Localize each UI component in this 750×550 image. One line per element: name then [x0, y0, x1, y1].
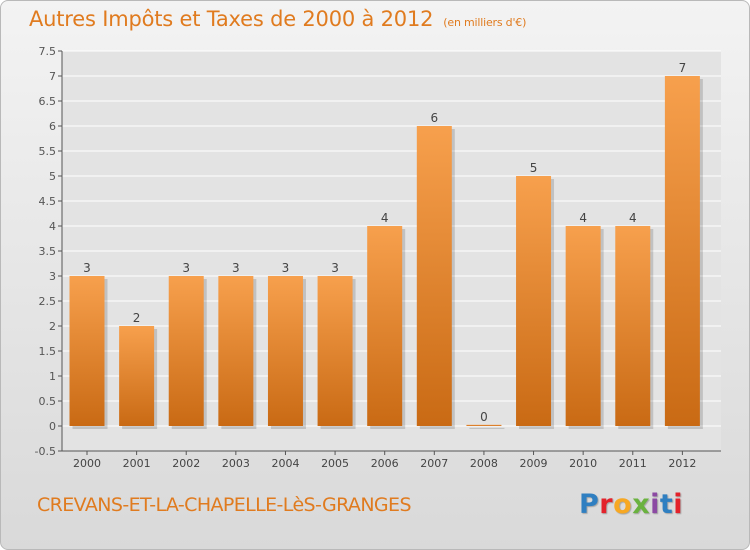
y-tick-label: 1 [49, 370, 56, 383]
x-tick-label: 2002 [172, 457, 200, 470]
logo-letter: P [579, 489, 600, 520]
logo-letter: i [673, 489, 684, 520]
x-tick-label: 2009 [520, 457, 548, 470]
x-tick-label: 2010 [569, 457, 597, 470]
y-tick-label: 1.5 [39, 345, 57, 358]
y-tick-label: 3 [49, 270, 56, 283]
bar [516, 176, 552, 426]
bar-value-label: 3 [182, 261, 190, 275]
bar-value-label: 3 [232, 261, 240, 275]
bar-value-label: 4 [629, 211, 637, 225]
bar-value-label: 7 [679, 61, 687, 75]
x-tick-label: 2008 [470, 457, 498, 470]
y-tick-label: 2 [49, 320, 56, 333]
bar-value-label: 2 [133, 311, 141, 325]
bar [218, 276, 254, 426]
chart-unit: (en milliers d'€) [443, 16, 527, 29]
bar-value-label: 3 [282, 261, 290, 275]
x-tick-label: 2000 [73, 457, 101, 470]
y-tick-label: 2.5 [39, 295, 57, 308]
y-tick-label: -0.5 [35, 445, 56, 458]
bar [664, 76, 700, 426]
x-tick-label: 2004 [271, 457, 299, 470]
commune-name: CREVANS-ET-LA-CHAPELLE-LèS-GRANGES [37, 494, 412, 516]
proxiti-logo: Proxiti [579, 489, 683, 520]
bar-value-label: 0 [480, 410, 488, 424]
bar-value-label: 4 [381, 211, 389, 225]
y-tick-label: 3.5 [39, 245, 57, 258]
x-tick-label: 2006 [371, 457, 399, 470]
logo-letter: i [650, 489, 660, 520]
bar [565, 226, 601, 426]
y-tick-label: 5 [49, 170, 56, 183]
bar-shadow [469, 427, 505, 429]
bar [367, 226, 403, 426]
x-tick-label: 2012 [668, 457, 696, 470]
logo-letter: t [659, 489, 674, 520]
logo-letter: r [599, 489, 614, 520]
bar-value-label: 6 [430, 111, 438, 125]
logo-letter: o [613, 489, 633, 520]
bar [317, 276, 353, 426]
chart-title-text: Autres Impôts et Taxes de 2000 à 2012 [29, 7, 434, 31]
bar-value-label: 3 [83, 261, 91, 275]
bar-value-label: 5 [530, 161, 538, 175]
x-tick-label: 2003 [222, 457, 250, 470]
bar [466, 424, 502, 426]
bar [119, 326, 155, 426]
x-tick-label: 2005 [321, 457, 349, 470]
x-tick-label: 2011 [619, 457, 647, 470]
y-tick-label: 7.5 [39, 45, 57, 58]
logo-letter: x [632, 489, 651, 520]
x-tick-label: 2007 [420, 457, 448, 470]
bar-value-label: 3 [331, 261, 339, 275]
y-tick-label: 7 [49, 70, 56, 83]
bar [416, 126, 452, 426]
y-tick-label: 4.5 [39, 195, 57, 208]
bar-value-label: 4 [579, 211, 587, 225]
y-tick-label: 4 [49, 220, 56, 233]
y-tick-label: 0 [49, 420, 56, 433]
y-tick-label: 0.5 [39, 395, 57, 408]
bar [69, 276, 105, 426]
bar [267, 276, 303, 426]
bar [168, 276, 204, 426]
bar [615, 226, 651, 426]
y-tick-label: 6.5 [39, 95, 57, 108]
chart-title: Autres Impôts et Taxes de 2000 à 2012 (en… [29, 7, 526, 31]
y-tick-label: 6 [49, 120, 56, 133]
y-tick-label: 5.5 [39, 145, 57, 158]
x-tick-label: 2001 [123, 457, 151, 470]
